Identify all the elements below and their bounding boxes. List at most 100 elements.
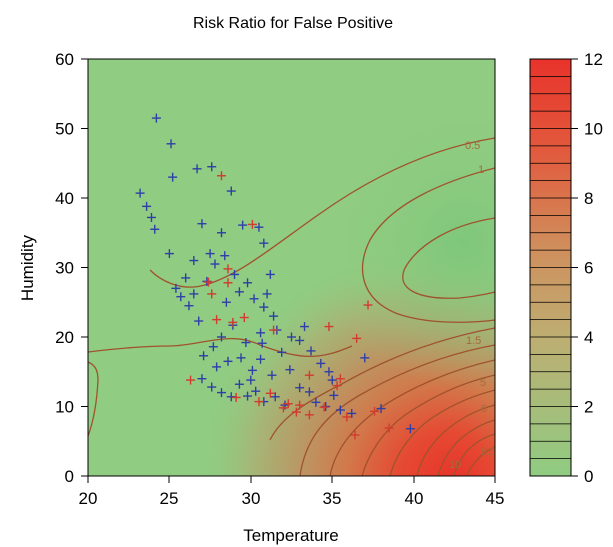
data-point <box>376 404 386 414</box>
contour-label: 10 <box>449 459 461 471</box>
data-point <box>251 386 261 396</box>
x-axis-title: Temperature <box>243 526 338 545</box>
data-point <box>223 356 233 366</box>
data-point <box>176 292 186 302</box>
y-tick-label: 10 <box>55 398 74 417</box>
data-point <box>164 249 174 259</box>
data-point <box>210 259 220 269</box>
data-point <box>238 220 248 230</box>
data-point <box>342 412 352 422</box>
y-axis-title: Humidity <box>18 234 37 301</box>
data-point <box>259 238 269 248</box>
data-point <box>239 313 249 323</box>
x-tick-label: 45 <box>486 489 505 508</box>
data-point <box>316 358 326 368</box>
data-point <box>254 397 264 407</box>
data-point <box>311 397 321 407</box>
data-point <box>192 164 202 174</box>
data-point <box>384 423 394 433</box>
data-point <box>234 287 244 297</box>
y-tick-label: 30 <box>55 259 74 278</box>
data-point <box>254 222 264 232</box>
data-point <box>207 289 217 299</box>
x-tick-label: 25 <box>160 489 179 508</box>
x-tick-label: 35 <box>323 489 342 508</box>
y-axis: 0 10 20 30 40 50 60 Humidity <box>18 50 89 486</box>
contour-line <box>466 446 495 476</box>
data-point <box>256 354 266 364</box>
data-point <box>350 430 360 440</box>
data-point <box>295 383 305 393</box>
data-point <box>197 219 207 229</box>
contour-line <box>389 389 495 476</box>
chart-title: Risk Ratio for False Positive <box>193 15 393 32</box>
contour-line <box>437 419 495 476</box>
data-point <box>184 301 194 311</box>
plot-area: 0.5 1 1.5 5 6 8.5 10 <box>87 58 496 477</box>
data-point <box>241 338 251 348</box>
colorbar-tick-label: 6 <box>584 259 593 278</box>
data-point <box>223 264 233 274</box>
data-point <box>142 201 152 211</box>
x-axis: 20 25 30 35 40 45 Temperature <box>79 475 505 545</box>
data-point <box>304 387 314 397</box>
data-point <box>247 365 257 375</box>
data-point <box>269 311 279 321</box>
data-point <box>228 317 238 327</box>
data-point <box>327 375 337 385</box>
data-point <box>304 410 314 420</box>
data-point <box>146 212 156 222</box>
data-point <box>207 382 217 392</box>
data-point <box>247 219 257 229</box>
contour-line <box>149 137 495 288</box>
data-point <box>370 406 380 416</box>
x-tick-label: 20 <box>79 489 98 508</box>
data-point <box>347 408 357 418</box>
data-point <box>329 390 339 400</box>
contour-line <box>402 217 495 299</box>
contour-line <box>416 404 495 476</box>
data-point <box>270 392 280 402</box>
data-point <box>203 277 213 287</box>
data-point <box>194 316 204 326</box>
data-point <box>360 353 370 363</box>
data-point <box>220 251 230 261</box>
data-point <box>267 370 277 380</box>
contour-labels: 0.5 1 1.5 5 6 8.5 10 <box>449 140 495 471</box>
contour-label: 1.5 <box>466 335 481 347</box>
data-point <box>189 256 199 266</box>
data-point <box>300 322 310 332</box>
data-point <box>208 342 218 352</box>
contour-line <box>361 374 495 476</box>
data-point <box>171 283 181 293</box>
y-tick-label: 40 <box>55 189 74 208</box>
data-point <box>212 362 222 372</box>
data-point <box>150 224 160 234</box>
data-point <box>212 315 222 325</box>
contour-line <box>299 344 495 476</box>
data-point <box>335 374 345 384</box>
x-tick-label: 40 <box>405 489 424 508</box>
data-point <box>216 388 226 398</box>
contour-line <box>88 361 99 437</box>
y-tick-label: 0 <box>65 467 74 486</box>
data-point <box>295 400 305 410</box>
colorbar-tick-label: 10 <box>584 120 603 139</box>
data-point <box>285 365 295 375</box>
data-point <box>223 278 233 288</box>
data-point <box>295 335 305 345</box>
colorbar-tick-label: 2 <box>584 398 593 417</box>
data-point <box>151 113 161 123</box>
data-point <box>216 332 226 342</box>
data-point <box>291 407 301 417</box>
data-point <box>189 289 199 299</box>
data-point <box>230 269 240 279</box>
data-point <box>256 328 266 338</box>
data-point <box>278 403 288 413</box>
data-point <box>259 302 269 312</box>
contour-line <box>88 337 353 358</box>
data-point <box>324 367 334 377</box>
y-tick-label: 60 <box>55 50 74 69</box>
colorbar-tick-label: 12 <box>584 50 603 69</box>
